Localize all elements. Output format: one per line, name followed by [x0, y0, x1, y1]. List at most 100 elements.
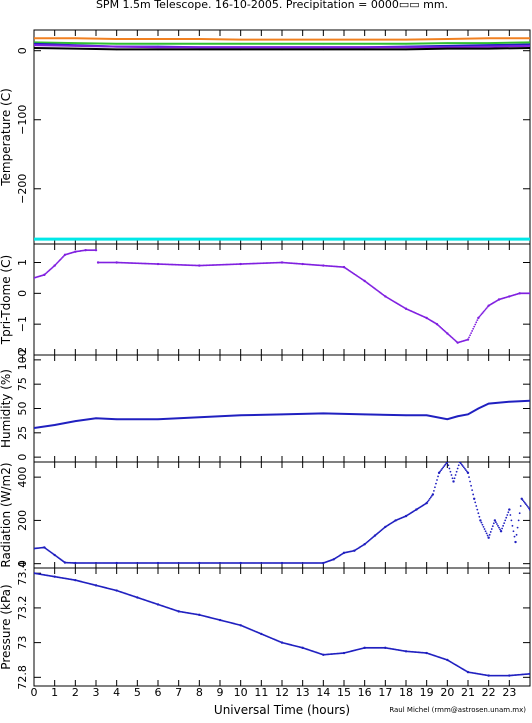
trace-dot — [465, 469, 467, 472]
trace-dot — [522, 500, 525, 503]
y-axis-label: Temperature (C) — [0, 88, 13, 187]
data-point — [363, 413, 366, 416]
data-point — [425, 414, 428, 417]
data-point — [74, 47, 77, 50]
data-point — [239, 414, 242, 417]
data-point — [529, 45, 530, 47]
data-point — [529, 238, 530, 240]
data-point — [405, 43, 407, 45]
data-point — [34, 47, 35, 49]
trace-dot — [468, 336, 470, 339]
trace-dot — [481, 523, 484, 526]
trace-dot — [519, 505, 522, 507]
x-tick-label: 22 — [482, 686, 496, 699]
data-point — [322, 43, 325, 45]
data-point — [115, 45, 118, 48]
trace-dot — [466, 470, 468, 473]
x-tick-label: 20 — [440, 686, 454, 699]
x-tick-label: 3 — [93, 686, 100, 699]
x-tick-label: 2 — [72, 686, 79, 699]
trace-dot — [507, 511, 510, 514]
plot-area — [34, 572, 530, 677]
trace-dot — [527, 505, 529, 508]
trace-dot — [470, 332, 472, 335]
panel-frame — [33, 243, 531, 356]
trace-dot — [469, 480, 471, 483]
trace-dot — [472, 327, 475, 330]
trace-dot — [491, 525, 494, 528]
trace-dot — [451, 477, 454, 480]
trace-dot — [461, 465, 464, 467]
panel-frame — [33, 567, 531, 687]
trace-dot — [515, 533, 518, 536]
data-point — [281, 43, 283, 45]
trace-dot — [492, 522, 495, 525]
data-point — [281, 238, 283, 240]
y-tick-label: 0 — [16, 454, 29, 461]
x-tick-label: 8 — [196, 686, 203, 699]
data-point — [487, 42, 490, 44]
data-point — [198, 48, 201, 51]
data-point — [239, 238, 242, 240]
trace-dot — [485, 307, 488, 310]
trace-dot — [502, 524, 505, 527]
data-point — [34, 37, 35, 40]
trace-dot — [484, 308, 487, 311]
panel-frame — [33, 354, 531, 463]
trace-dot — [440, 469, 443, 472]
trace-dot — [510, 519, 513, 522]
trace-dot — [427, 499, 430, 502]
trace-dot — [528, 507, 530, 510]
trace-dot — [509, 514, 512, 516]
data-point — [467, 413, 469, 416]
x-tick-label: 4 — [113, 686, 120, 699]
data-point — [529, 399, 530, 402]
data-point — [53, 424, 56, 426]
trace-dot — [485, 532, 488, 535]
x-tick-label: 21 — [461, 686, 475, 699]
trace-dot — [439, 470, 441, 473]
x-tick-label: 16 — [358, 686, 372, 699]
y-tick-label: −100 — [16, 105, 29, 135]
trace-dot — [476, 508, 479, 511]
trace-dot — [529, 672, 530, 675]
trace-dot — [457, 464, 460, 467]
data-point — [157, 238, 159, 240]
data-point — [198, 46, 201, 49]
trace-dot — [493, 519, 496, 522]
data-point — [322, 48, 325, 51]
plot-area — [34, 399, 530, 429]
trace-dot — [513, 535, 516, 538]
trace-dot — [500, 530, 502, 533]
data-point — [115, 38, 118, 40]
data-point — [74, 42, 77, 44]
data-point — [74, 37, 77, 40]
x-tick-label: 5 — [134, 686, 141, 699]
data-point — [363, 48, 366, 51]
data-point — [363, 238, 366, 240]
trace-dot — [487, 536, 490, 539]
data-point — [157, 46, 159, 49]
trace-dot — [446, 462, 449, 463]
y-tick-label: 73 — [16, 636, 29, 650]
data-point — [198, 416, 201, 419]
data-point — [281, 48, 283, 51]
plot-area — [34, 462, 530, 565]
trace-dot — [435, 482, 437, 485]
y-tick-label: 0 — [16, 560, 29, 567]
y-tick-label: −200 — [16, 174, 29, 204]
trace-dot — [437, 475, 439, 478]
x-tick-label: 7 — [175, 686, 182, 699]
data-point — [34, 238, 35, 240]
trace-dot — [475, 505, 478, 507]
x-axis: 0 1 2 3 4 5 6 7 8 9 10 11 12 13 14 15 16 17 18 19 20 21 22 23 — [31, 686, 517, 699]
trace-dot — [467, 338, 469, 341]
trace-dot — [452, 480, 455, 483]
trace-dot — [523, 501, 526, 504]
data-point — [115, 43, 118, 45]
x-tick-label: 11 — [254, 686, 268, 699]
trace-dot — [434, 486, 436, 489]
